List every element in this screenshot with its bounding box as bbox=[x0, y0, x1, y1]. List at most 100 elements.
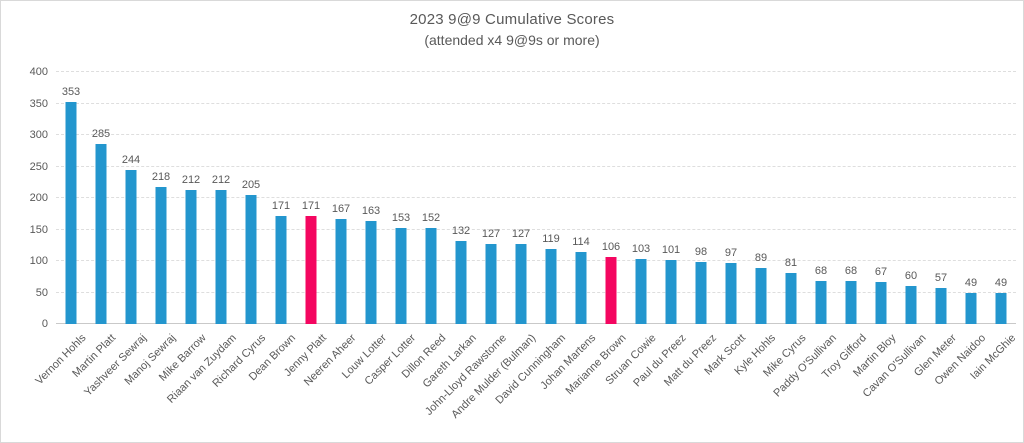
bar-value-label: 98 bbox=[694, 246, 708, 259]
bar-value-label: 68 bbox=[814, 265, 828, 278]
bar-slot: 97 Mark Scott bbox=[703, 72, 749, 378]
bar-value-label: 97 bbox=[724, 246, 738, 259]
bar-value-label: 127 bbox=[511, 228, 531, 240]
y-tick-label: 100 bbox=[29, 255, 48, 267]
bar-slot: 103 Struan Cowie bbox=[603, 72, 658, 387]
bar-slot: 114 Johan Martens bbox=[539, 72, 599, 392]
bar-value-label: 218 bbox=[151, 170, 171, 183]
x-axis-line bbox=[56, 323, 1016, 324]
bar-slot: 132 Gareth Larkan bbox=[420, 72, 478, 390]
bar-slot: 127 John-Lloyd Rawstorne bbox=[423, 72, 509, 418]
bar bbox=[545, 249, 557, 324]
bar-slot: 68 Paddy O'Sullivan bbox=[771, 72, 838, 399]
bar bbox=[635, 259, 647, 324]
y-tick-label: 250 bbox=[29, 160, 48, 173]
bar-slot: 106 Marianne Brown bbox=[563, 72, 628, 397]
bar-slot: 212 Mike Barrow bbox=[157, 72, 209, 383]
bar-value-label: 68 bbox=[844, 265, 858, 278]
bar-slot: 353 Vernon Hohls bbox=[33, 72, 88, 388]
bar-slot: 153 Casper Lotter bbox=[363, 72, 419, 388]
chart-title: 2023 9@9 Cumulative Scores bbox=[409, 11, 615, 28]
gridline bbox=[56, 228, 1016, 230]
bar-slot: 167 Neeren Aheer bbox=[302, 72, 358, 389]
bar bbox=[125, 170, 137, 324]
bar-value-label: 119 bbox=[542, 233, 560, 246]
bar bbox=[395, 227, 407, 324]
bar-value-label: 163 bbox=[361, 205, 381, 218]
bar bbox=[305, 216, 317, 324]
bar-slot: 60 Cavan O'Sullivan bbox=[861, 72, 929, 400]
bar-value-label: 81 bbox=[784, 256, 798, 269]
y-tick-label: 300 bbox=[29, 129, 48, 141]
bar bbox=[335, 218, 347, 324]
bar bbox=[365, 221, 377, 324]
bar-slot: 119 David Cunningham bbox=[494, 72, 569, 407]
bar-value-label: 167 bbox=[331, 202, 351, 215]
bar bbox=[245, 194, 257, 324]
bar bbox=[575, 252, 587, 324]
chart-subtitle: (attended x4 9@9s or more) bbox=[424, 32, 600, 48]
gridline bbox=[56, 71, 1016, 72]
bar bbox=[905, 286, 917, 324]
bar-value-label: 153 bbox=[391, 211, 411, 224]
bar-value-label: 67 bbox=[874, 265, 888, 278]
bar-value-label: 212 bbox=[181, 174, 201, 187]
y-tick-label: 400 bbox=[29, 66, 48, 78]
bar bbox=[755, 267, 767, 324]
plot-area: 353 Vernon Hohls 285 Martin Platt 244 Yashvee… bbox=[33, 71, 1018, 421]
bar bbox=[785, 272, 797, 324]
gridline bbox=[56, 291, 1016, 293]
bar bbox=[95, 144, 107, 324]
bar bbox=[185, 190, 197, 324]
bar bbox=[605, 257, 617, 324]
y-tick-label: 0 bbox=[41, 318, 48, 330]
bar bbox=[695, 262, 707, 324]
bar-slot: 101 Paul du Preez bbox=[631, 72, 688, 389]
bar-value-label: 171 bbox=[271, 200, 291, 213]
bar bbox=[995, 293, 1007, 324]
bar bbox=[845, 281, 857, 324]
bar bbox=[815, 281, 827, 324]
bar-value-label: 57 bbox=[934, 272, 948, 285]
gridline bbox=[56, 165, 1016, 167]
bar-slot: 171 Jenny Platt bbox=[282, 72, 329, 379]
bar-value-label: 101 bbox=[661, 244, 681, 257]
bar-value-label: 353 bbox=[61, 85, 81, 98]
gridline bbox=[56, 260, 1016, 261]
bar-slot: 152 Dillon Reed bbox=[400, 72, 449, 380]
bar bbox=[275, 216, 287, 324]
bar bbox=[215, 190, 227, 324]
bar bbox=[515, 244, 527, 324]
bar-slot: 212 Riaan van Zuydam bbox=[165, 72, 239, 405]
bar-value-label: 49 bbox=[994, 277, 1008, 290]
bar bbox=[425, 228, 437, 324]
bar bbox=[155, 186, 167, 324]
bar-slot: 163 Louw Lotter bbox=[339, 72, 388, 381]
bar-value-label: 89 bbox=[754, 251, 768, 264]
bar bbox=[875, 281, 887, 324]
bar-value-label: 49 bbox=[964, 277, 978, 290]
bar bbox=[65, 101, 77, 324]
bar-slot: 171 Dean Brown bbox=[247, 72, 298, 383]
y-tick-label: 200 bbox=[29, 192, 48, 204]
bar-slot: 49 Owen Naidoo bbox=[933, 72, 989, 387]
bar-slot: 67 Martin Bloy bbox=[851, 72, 898, 380]
bar bbox=[725, 262, 737, 324]
bar-value-label: 152 bbox=[421, 212, 441, 225]
bar-value-label: 127 bbox=[481, 228, 501, 240]
y-axis-labels: 0 50 100 150 200 250 300 350 400 bbox=[1, 66, 48, 330]
bar-slot: 89 Kyle Hohls bbox=[733, 72, 779, 378]
bar-slot: 285 Martin Platt bbox=[71, 72, 119, 379]
bar-slot: 127 Andre Mulder (Bulman) bbox=[450, 72, 539, 421]
bar-value-label: 244 bbox=[121, 154, 141, 167]
gridline bbox=[56, 197, 1016, 198]
bar bbox=[455, 240, 467, 324]
bar-slot: 57 Glen Meter bbox=[912, 72, 959, 379]
bars-container: 353 Vernon Hohls 285 Martin Platt 244 Yashvee… bbox=[33, 72, 1018, 421]
y-tick-label: 50 bbox=[35, 286, 48, 299]
y-tick-label: 150 bbox=[29, 223, 48, 236]
bar-value-label: 60 bbox=[904, 270, 918, 283]
bar-slot: 205 Richard Cyrus bbox=[211, 72, 269, 390]
bar bbox=[935, 288, 947, 324]
bar-value-label: 103 bbox=[631, 243, 651, 256]
